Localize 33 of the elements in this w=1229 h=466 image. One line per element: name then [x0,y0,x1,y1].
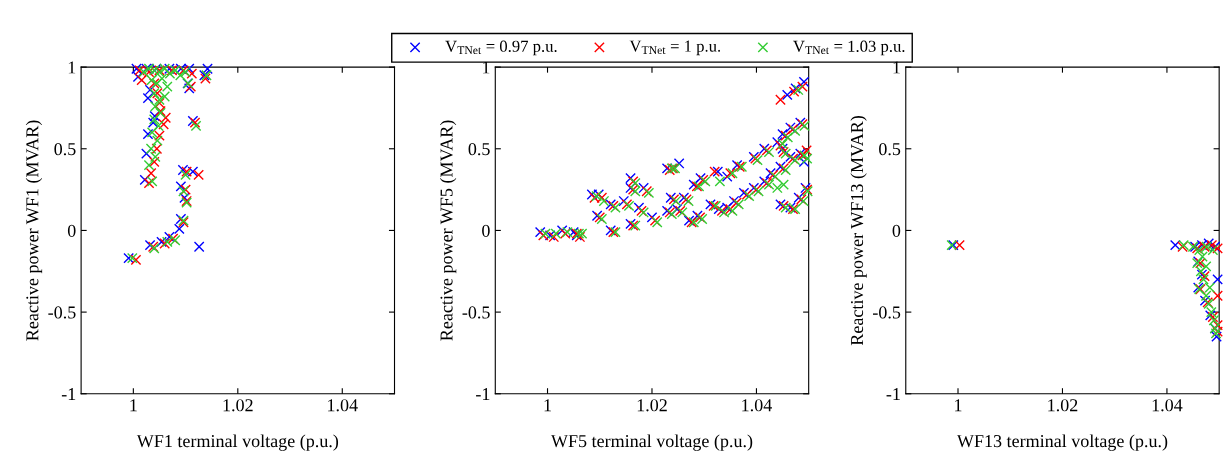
y-tick-label: 0.5 [879,143,901,156]
x-tick-label: 1.02 [637,399,667,412]
y-tick-label: 1 [68,61,76,74]
legend-label: V$_{TNet}$ = 1.03 p.u. [793,40,905,56]
x-axis-title: WF1 terminal voltage (p.u.) [136,434,339,451]
x-axis-title: WF5 terminal voltage (p.u.) [550,434,753,451]
legend-label: V$_{TNet}$ = 0.97 p.u. [445,40,557,56]
y-tick-label: 0 [67,224,76,237]
y-axis-title: Reactive power WF1 (MVAR) [25,120,43,341]
x-tick-label: 1.04 [1152,399,1183,412]
y-tick-label: 1 [893,61,900,74]
y-tick-label: -1 [61,388,76,401]
y-tick-label: -1 [476,388,490,401]
x-tick-label: 1.02 [223,399,253,412]
x-tick-label: 1 [955,399,962,412]
y-axis-title: Reactive power WF5 (MVAR) [439,120,457,341]
x-tick-label: 1 [544,399,551,412]
y-tick-label: -0.5 [462,306,490,319]
y-axis-title: Reactive power WF13 (MVAR) [850,115,867,346]
y-tick-label: -0.5 [873,306,901,319]
x-tick-label: 1.04 [328,399,358,412]
y-tick-label: 1 [482,61,490,74]
x-tick-label: 1 [130,399,137,412]
x-axis-title: WF13 terminal voltage (p.u.) [956,434,1168,451]
x-tick-label: 1.04 [742,399,772,412]
y-tick-label: 0 [482,224,490,237]
y-tick-label: 0.5 [54,143,76,156]
y-tick-label: 0 [892,224,901,237]
x-tick-label: 1.02 [1048,399,1078,412]
y-tick-label: 0.5 [468,143,490,156]
y-tick-label: -0.5 [48,306,76,319]
y-tick-label: -1 [886,388,900,401]
legend-label: V$_{TNet}$ = 1 p.u. [629,40,721,56]
